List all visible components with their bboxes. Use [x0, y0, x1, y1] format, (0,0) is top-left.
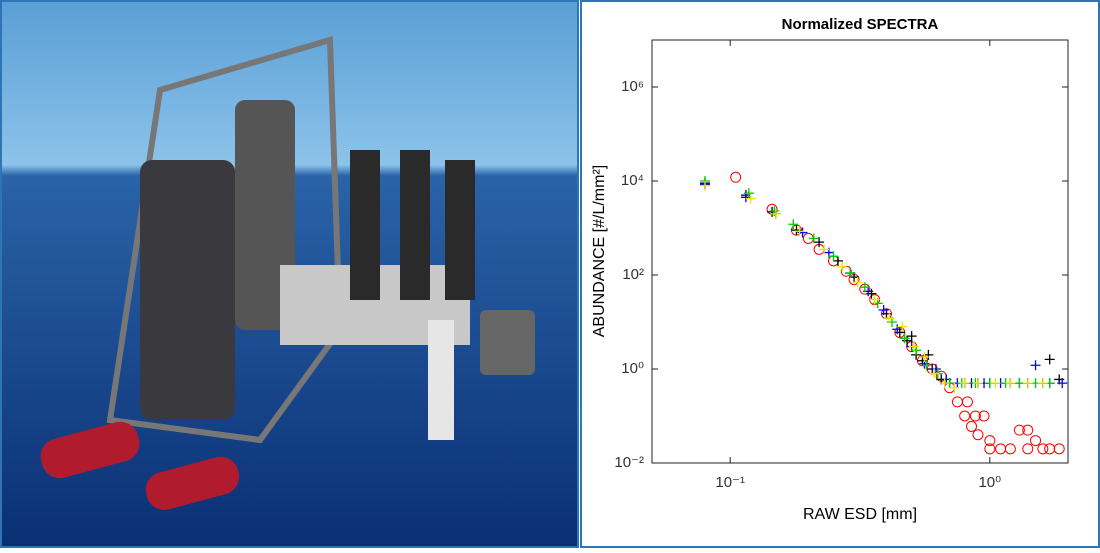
data-point	[878, 305, 889, 316]
data-point	[770, 208, 781, 219]
data-point	[969, 410, 981, 422]
data-point	[837, 261, 848, 272]
data-point	[899, 333, 910, 344]
data-point	[743, 188, 754, 199]
data-point	[1005, 378, 1016, 389]
data-point	[939, 378, 950, 389]
sensor	[400, 150, 430, 300]
instrument-frame	[106, 36, 344, 444]
sensor	[480, 310, 535, 375]
data-point	[869, 294, 880, 305]
data-point	[961, 396, 973, 408]
data-point	[930, 364, 941, 374]
chart-title: Normalized SPECTRA	[782, 16, 939, 33]
canister	[140, 160, 235, 420]
data-point	[808, 233, 819, 244]
data-point	[902, 335, 913, 346]
data-point	[1022, 443, 1034, 455]
chart-frame	[580, 0, 1100, 548]
data-point	[949, 382, 960, 393]
photo	[0, 0, 579, 548]
tube	[428, 320, 454, 440]
data-point	[919, 352, 930, 363]
data-point	[1004, 443, 1016, 455]
data-point	[929, 368, 940, 379]
data-point	[788, 219, 799, 230]
data-point	[1057, 378, 1068, 389]
data-point	[845, 268, 856, 279]
data-point	[959, 378, 970, 389]
data-point	[984, 435, 996, 447]
sensor	[350, 150, 380, 300]
data-point	[832, 255, 843, 266]
data-point	[984, 443, 996, 455]
data-point	[897, 321, 908, 332]
data-point	[814, 237, 825, 248]
data-point	[1022, 378, 1033, 389]
x-tick-label: 10⁻¹	[715, 474, 745, 491]
data-point	[1030, 360, 1041, 371]
data-point	[906, 331, 917, 342]
data-point	[859, 282, 870, 293]
y-tick-label: 10⁴	[621, 172, 644, 189]
data-point	[819, 244, 830, 255]
data-point	[908, 341, 919, 352]
data-point	[828, 251, 839, 262]
data-point	[1022, 424, 1034, 436]
y-axis-label: ABUNDANCE [#/L/mm²]	[591, 165, 608, 337]
sensor	[445, 160, 475, 300]
data-point	[1037, 443, 1049, 455]
data-point	[1037, 378, 1048, 389]
y-tick-label: 10²	[622, 266, 644, 283]
plot-area	[651, 39, 1069, 464]
x-tick-label: 10⁰	[978, 474, 1001, 491]
y-tick-label: 10⁶	[621, 78, 644, 95]
data-point	[1013, 424, 1025, 436]
data-point	[966, 420, 978, 432]
light	[145, 456, 240, 510]
data-point	[700, 180, 711, 191]
data-point	[1014, 378, 1025, 389]
data-point	[978, 410, 990, 422]
data-point	[959, 410, 971, 422]
y-tick-label: 10⁰	[621, 360, 644, 377]
data-point	[972, 429, 984, 441]
x-axis-label: RAW ESD [mm]	[803, 506, 917, 523]
data-point	[972, 378, 983, 389]
data-point	[852, 277, 863, 288]
data-point	[794, 226, 805, 237]
data-point	[921, 360, 932, 371]
data-point	[892, 324, 903, 335]
y-tick-label: 10⁻²	[614, 454, 644, 471]
data-point	[1030, 435, 1042, 447]
data-point	[730, 171, 742, 183]
data-point	[745, 193, 756, 204]
data-point	[990, 378, 1001, 389]
data-point	[1044, 354, 1055, 365]
light	[40, 421, 140, 479]
data-point	[1053, 443, 1065, 455]
data-point	[884, 313, 895, 324]
